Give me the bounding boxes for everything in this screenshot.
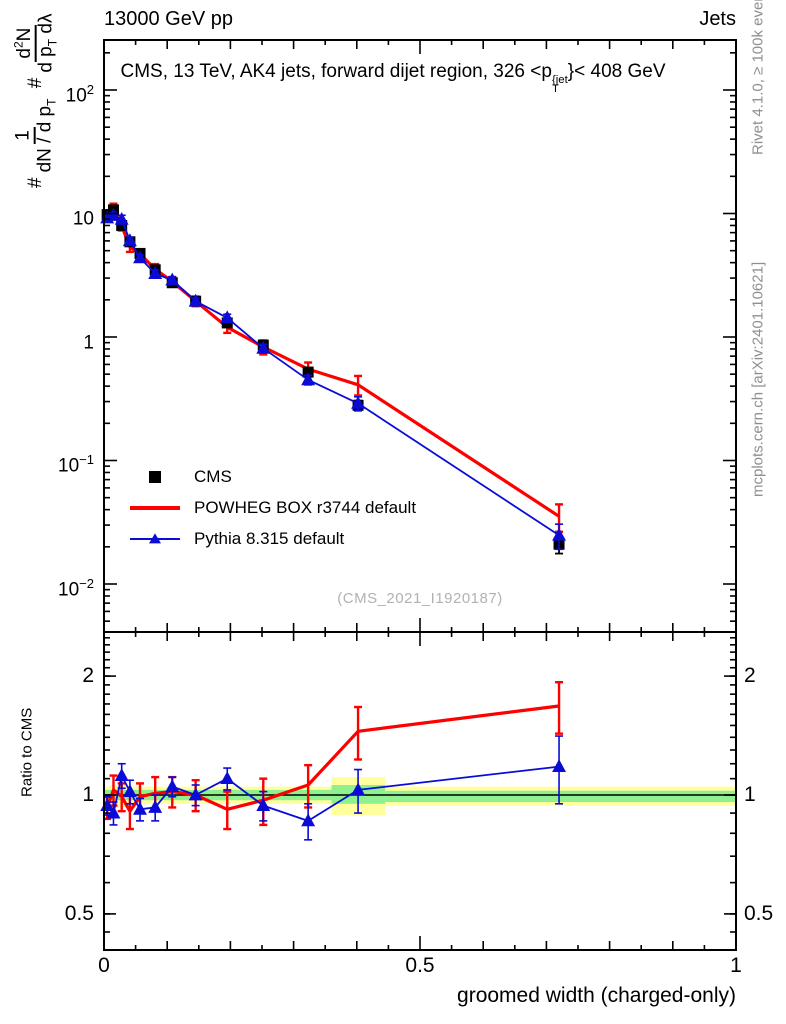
pt-sup: {jet [551,73,568,86]
cms-marker-swatch [126,470,184,483]
y-tick-label-0p01: 10−2 [58,576,94,601]
beam-energy-label: 13000 GeV pp [104,8,233,30]
plot-title-suffix: }< 408 GeV [567,61,666,82]
black-square-icon [149,470,161,483]
y-tick-label-0p1: 10−1 [58,452,94,477]
pt-superscript-stack: {jet T [551,73,568,96]
y-tick-label-10: 10 [72,208,94,230]
ratio-tick-right-1: 1 [744,783,756,806]
blue-triangle-icon [149,532,161,543]
legend-label-cms: CMS [194,466,232,486]
legend-label-pythia: Pythia 8.315 default [194,528,345,548]
analysis-id-watermark: (CMS_2021_I1920187) [337,590,503,607]
ylabel-hash1: # [25,177,47,188]
analysis-topic-label: Jets [699,8,736,30]
x-tick-label-0: 0 [98,954,110,977]
red-line-icon [130,505,180,510]
ratio-tick-left-2: 2 [82,664,94,687]
legend-item-pythia: Pythia 8.315 default [126,523,416,554]
pythia-line-swatch [126,532,184,543]
legend: CMS POWHEG BOX r3744 default Pythia 8.31… [126,461,416,554]
y-tick-label-1: 1 [83,332,94,354]
ratio-tick-left-0p5: 0.5 [64,902,94,925]
pt-sub: T [551,83,559,96]
ylabel-frac2: d2N d pT dλ [11,13,60,73]
x-tick-label-1: 1 [730,954,742,977]
ylabel-hash2: # [25,77,47,89]
plot-title-text: CMS, 13 TeV, AK4 jets, forward dijet reg… [120,61,552,82]
axis-ticks [103,40,737,950]
legend-item-powheg: POWHEG BOX r3744 default [126,492,416,523]
pythia-series-ratio [100,735,566,841]
y-tick-label-100: 102 [65,82,94,107]
ratio-tick-right-0p5: 0.5 [744,902,774,925]
ylabel-frac1: 1 dN / d pT [12,98,59,173]
legend-item-cms: CMS [126,461,416,492]
x-tick-label-0p5: 0.5 [405,954,435,977]
ratio-tick-left-1: 1 [82,783,94,806]
powheg-line-swatch [126,505,184,510]
legend-label-powheg: POWHEG BOX r3744 default [194,497,417,517]
plot-title: CMS, 13 TeV, AK4 jets, forward dijet reg… [0,61,786,95]
ratio-tick-right-2: 2 [744,664,756,687]
pythia-series-main [100,208,566,551]
band-green-segment [385,790,736,803]
x-axis-title: groomed width (charged-only) [457,984,736,1007]
